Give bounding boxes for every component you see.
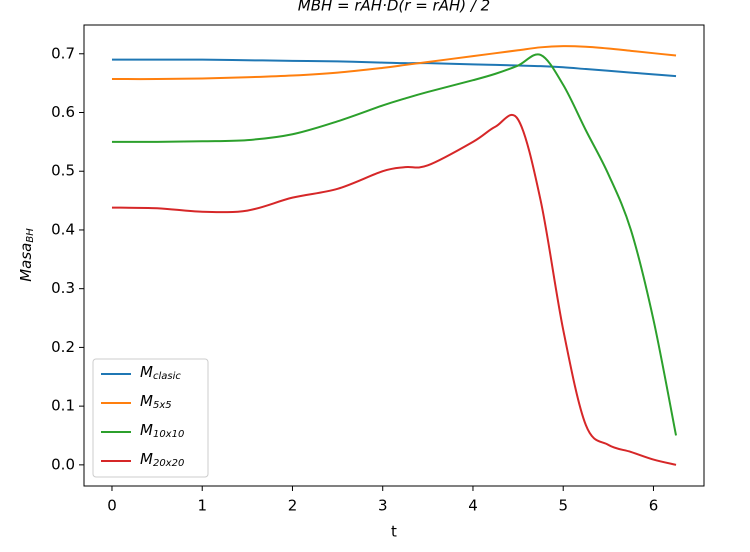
- legend-label: M20x20: [140, 450, 184, 470]
- chart-title: MBH = rAH·D(r = rAH) / 2: [298, 0, 490, 15]
- x-tick-label: 1: [197, 497, 207, 515]
- y-tick-label: 0.3: [51, 279, 75, 297]
- x-tick-label: 2: [288, 497, 298, 515]
- legend: Mclasic M5x5 M10x10 M20x20: [92, 358, 209, 478]
- y-tick-label: 0.4: [51, 220, 75, 238]
- y-tick-label: 0.0: [51, 455, 75, 473]
- legend-label: Mclasic: [140, 363, 181, 383]
- x-tick-label: 3: [378, 497, 388, 515]
- legend-box: [92, 358, 209, 478]
- y-tick-label: 0.7: [51, 44, 75, 62]
- x-tick-label: 0: [107, 497, 117, 515]
- series-line: [111, 113, 677, 466]
- y-tick-label: 0.1: [51, 397, 75, 415]
- y-axis-label: MasaBH: [17, 228, 37, 282]
- x-tick-label: 4: [468, 497, 478, 515]
- series-line: [111, 53, 678, 436]
- x-axis-label: t: [391, 523, 397, 541]
- y-tick-label: 0.6: [51, 103, 75, 121]
- x-tick-label: 5: [558, 497, 568, 515]
- series-line: [111, 45, 677, 81]
- y-tick-label: 0.5: [51, 162, 75, 180]
- y-tick-label: 0.2: [51, 338, 75, 356]
- legend-label: M5x5: [140, 392, 172, 412]
- x-tick-label: 6: [649, 497, 659, 515]
- plot-frame: [83, 24, 705, 487]
- legend-label: M10x10: [140, 421, 184, 441]
- series-line: [111, 58, 677, 78]
